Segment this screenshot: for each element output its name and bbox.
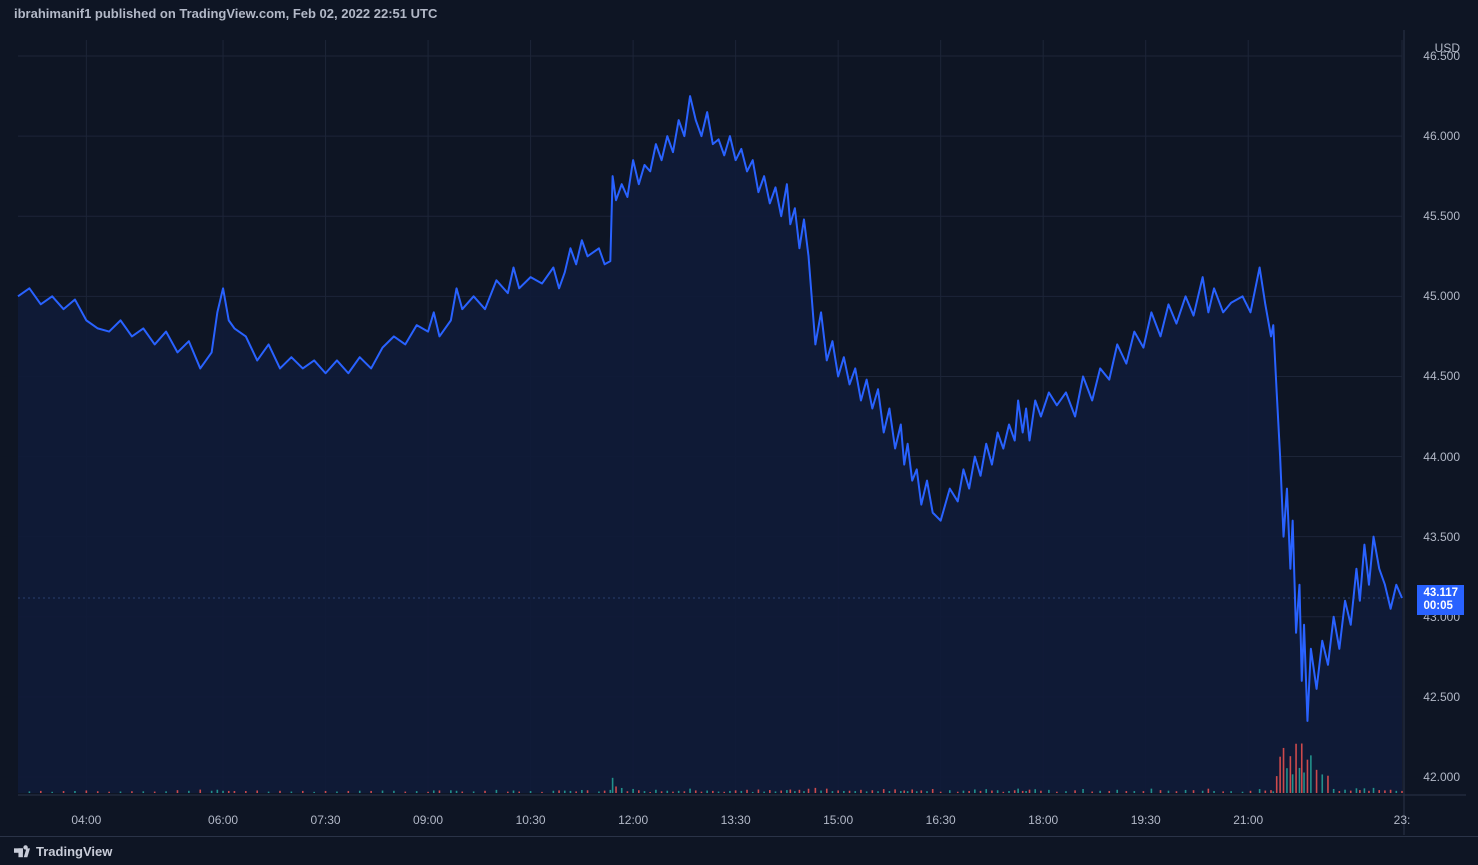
y-tick-label: 46.500 [1423,49,1460,63]
current-price-tag: 43.117 00:05 [1417,585,1464,615]
chart-area[interactable] [12,30,1466,835]
footer-text: TradingView [36,844,112,859]
price-tag-price: 43.117 [1423,587,1458,600]
publish-text: ibrahimanif1 published on TradingView.co… [14,6,437,21]
price-tag-countdown: 00:05 [1423,600,1458,613]
x-tick-label: 10:30 [516,813,546,827]
x-tick-label: 19:30 [1131,813,1161,827]
x-tick-label: 09:00 [413,813,443,827]
x-tick-label: 12:00 [618,813,648,827]
x-tick-label: 06:00 [208,813,238,827]
y-tick-label: 45.000 [1423,289,1460,303]
publish-header: ibrahimanif1 published on TradingView.co… [0,0,1478,27]
x-tick-label: 04:00 [71,813,101,827]
x-tick-label: 07:30 [311,813,341,827]
y-tick-label: 44.500 [1423,369,1460,383]
x-tick-label: 13:30 [721,813,751,827]
y-tick-label: 45.500 [1423,209,1460,223]
x-tick-label: 21:00 [1233,813,1263,827]
x-tick-label: 23: [1394,813,1411,827]
price-chart-svg [12,30,1466,835]
y-tick-label: 44.000 [1423,450,1460,464]
x-tick-label: 18:00 [1028,813,1058,827]
y-tick-label: 43.500 [1423,530,1460,544]
tradingview-icon [14,843,30,859]
x-tick-label: 15:00 [823,813,853,827]
footer-branding: TradingView [0,836,1478,865]
y-tick-label: 46.000 [1423,129,1460,143]
y-tick-label: 42.000 [1423,770,1460,784]
y-tick-label: 42.500 [1423,690,1460,704]
x-tick-label: 16:30 [926,813,956,827]
